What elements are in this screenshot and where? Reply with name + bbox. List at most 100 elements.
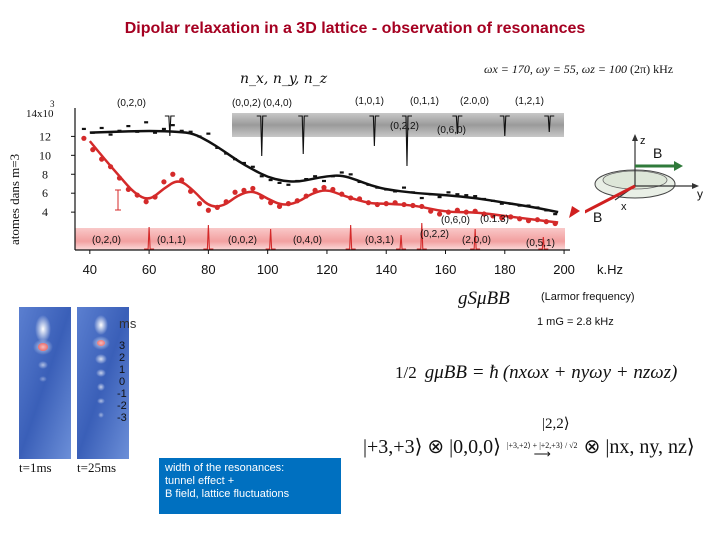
note-line: tunnel effect + xyxy=(165,475,235,487)
absorption-image-t1 xyxy=(19,307,71,459)
black-data-point xyxy=(402,186,407,189)
red-data-point xyxy=(179,177,185,183)
red-data-point xyxy=(454,207,460,213)
black-data-point xyxy=(277,181,282,184)
upper-label: (0,1,1) xyxy=(410,96,439,107)
red-data-point xyxy=(268,200,274,206)
black-data-point xyxy=(348,173,353,176)
fit-curves xyxy=(88,129,559,224)
frequency-main: ωx = 170, ωy = 55, ωz = 100 xyxy=(484,62,628,76)
red-data-point xyxy=(383,201,389,207)
final-state: ⊗ |nx, ny, nz⟩ xyxy=(583,436,695,458)
transition-arrow: |+3,+2⟩ + |+2,+3⟩ / √2 ⟶ xyxy=(507,441,578,460)
red-data-point xyxy=(312,187,318,193)
red-data-point xyxy=(419,203,425,210)
red-data-point xyxy=(99,156,105,162)
y-tick-label: 10 xyxy=(39,148,51,162)
x-tick-label: 40 xyxy=(83,262,97,277)
black-data-point xyxy=(108,133,113,136)
lower-peak xyxy=(396,234,407,250)
larmor-symbol: gSμBB xyxy=(458,288,510,309)
black-data-point xyxy=(437,195,442,199)
resonance-condition-equation: 1/2 gμBB = ħ (nxωx + nyωy + nzωz) xyxy=(395,362,677,384)
lower-resonance-peaks xyxy=(144,222,549,250)
red-data-point xyxy=(125,186,131,193)
red-data-point xyxy=(232,189,238,195)
x-tick-label: 160 xyxy=(435,262,457,277)
red-data-point xyxy=(161,179,167,185)
red-data-point xyxy=(294,198,300,204)
black-data-point xyxy=(330,175,335,178)
upper-label: (1,0,1) xyxy=(355,96,384,107)
quantum-numbers-label: n_x, n_y, n_z xyxy=(240,71,328,87)
lower-peak xyxy=(416,222,427,250)
lower-label: (0,2,0) xyxy=(92,235,121,246)
data-points xyxy=(81,121,558,227)
red-data-point xyxy=(107,164,114,170)
red-data-point xyxy=(481,211,487,217)
y-arrowhead-icon xyxy=(692,183,699,189)
state-transition-equation: |+3,+3⟩ ⊗ |0,0,0⟩ |+3,+2⟩ + |+2,+3⟩ / √2… xyxy=(363,434,695,460)
black-data-point xyxy=(544,209,549,212)
black-data-point xyxy=(535,206,540,209)
y-exponent: 3 xyxy=(50,99,55,109)
ms-value: -2 xyxy=(117,400,127,412)
x-tick-label: 80 xyxy=(201,262,215,277)
khz-label: k.Hz xyxy=(597,262,623,277)
black-data-point xyxy=(197,135,202,138)
lower-resonance-band xyxy=(75,228,565,250)
red-data-point xyxy=(321,184,327,191)
red-data-point xyxy=(463,209,469,215)
upper-label: (0,6,0) xyxy=(437,125,466,136)
upper-dip xyxy=(298,115,309,155)
red-data-point xyxy=(525,218,532,224)
lower-label: (0,4,0) xyxy=(293,235,322,246)
black-data-point xyxy=(99,126,104,130)
black-data-point xyxy=(286,183,291,186)
black-data-point xyxy=(295,179,300,183)
upper-dip xyxy=(256,115,267,157)
black-data-point xyxy=(206,132,211,135)
black-data-point xyxy=(321,179,326,183)
red-data-point xyxy=(81,135,87,141)
ket-2-2: |2,2⟩ xyxy=(542,416,570,432)
black-data-point xyxy=(81,127,86,131)
upper-dip xyxy=(369,115,380,147)
black-data-point xyxy=(90,131,95,134)
conversion-label: 1 mG = 2.8 kHz xyxy=(537,316,614,328)
black-data-point xyxy=(215,146,220,149)
lower-resonance-labels: (0,2,0) (0,1,1) (0,0,2) (0,4,0) (0,3,1) … xyxy=(92,214,555,249)
black-data-point xyxy=(170,124,175,127)
upper-dip xyxy=(544,115,555,133)
lower-peak xyxy=(144,226,155,250)
black-data-point xyxy=(384,188,389,191)
y-axis-label: atomes dans m=3 xyxy=(7,154,22,245)
black-data-point xyxy=(268,178,273,182)
upper-resonance-band xyxy=(232,113,564,137)
black-data-point xyxy=(482,197,487,201)
ms-value: 3 xyxy=(119,340,126,352)
note-line: width of the resonances: xyxy=(165,462,285,474)
red-data-point xyxy=(223,199,229,205)
black-data-point xyxy=(464,194,469,197)
red-data-point xyxy=(241,187,247,193)
black-data-point xyxy=(508,202,513,205)
black-data-point xyxy=(144,121,149,124)
black-data-point xyxy=(126,124,131,128)
red-data-point xyxy=(116,175,123,181)
x-tick-label: 60 xyxy=(142,262,156,277)
upper-resonance-dips xyxy=(164,115,555,167)
red-data-point xyxy=(303,193,309,199)
red-data-point xyxy=(90,147,96,153)
red-data-point xyxy=(428,208,434,214)
y-tick-label: 12 xyxy=(39,129,51,143)
red-fit-curve xyxy=(88,140,559,224)
lower-label: (2,0,0) xyxy=(462,235,491,246)
black-data-point xyxy=(375,186,380,189)
upper-label: (0,0,2) xyxy=(232,98,261,109)
black-data-point xyxy=(313,175,318,178)
eq-rhs: (nxωx + nyωy + nzωz) xyxy=(502,362,678,383)
eq-fraction: 1/2 xyxy=(395,363,417,382)
absorption-image-t25 xyxy=(77,307,129,459)
ms-value: 0 xyxy=(119,376,126,388)
